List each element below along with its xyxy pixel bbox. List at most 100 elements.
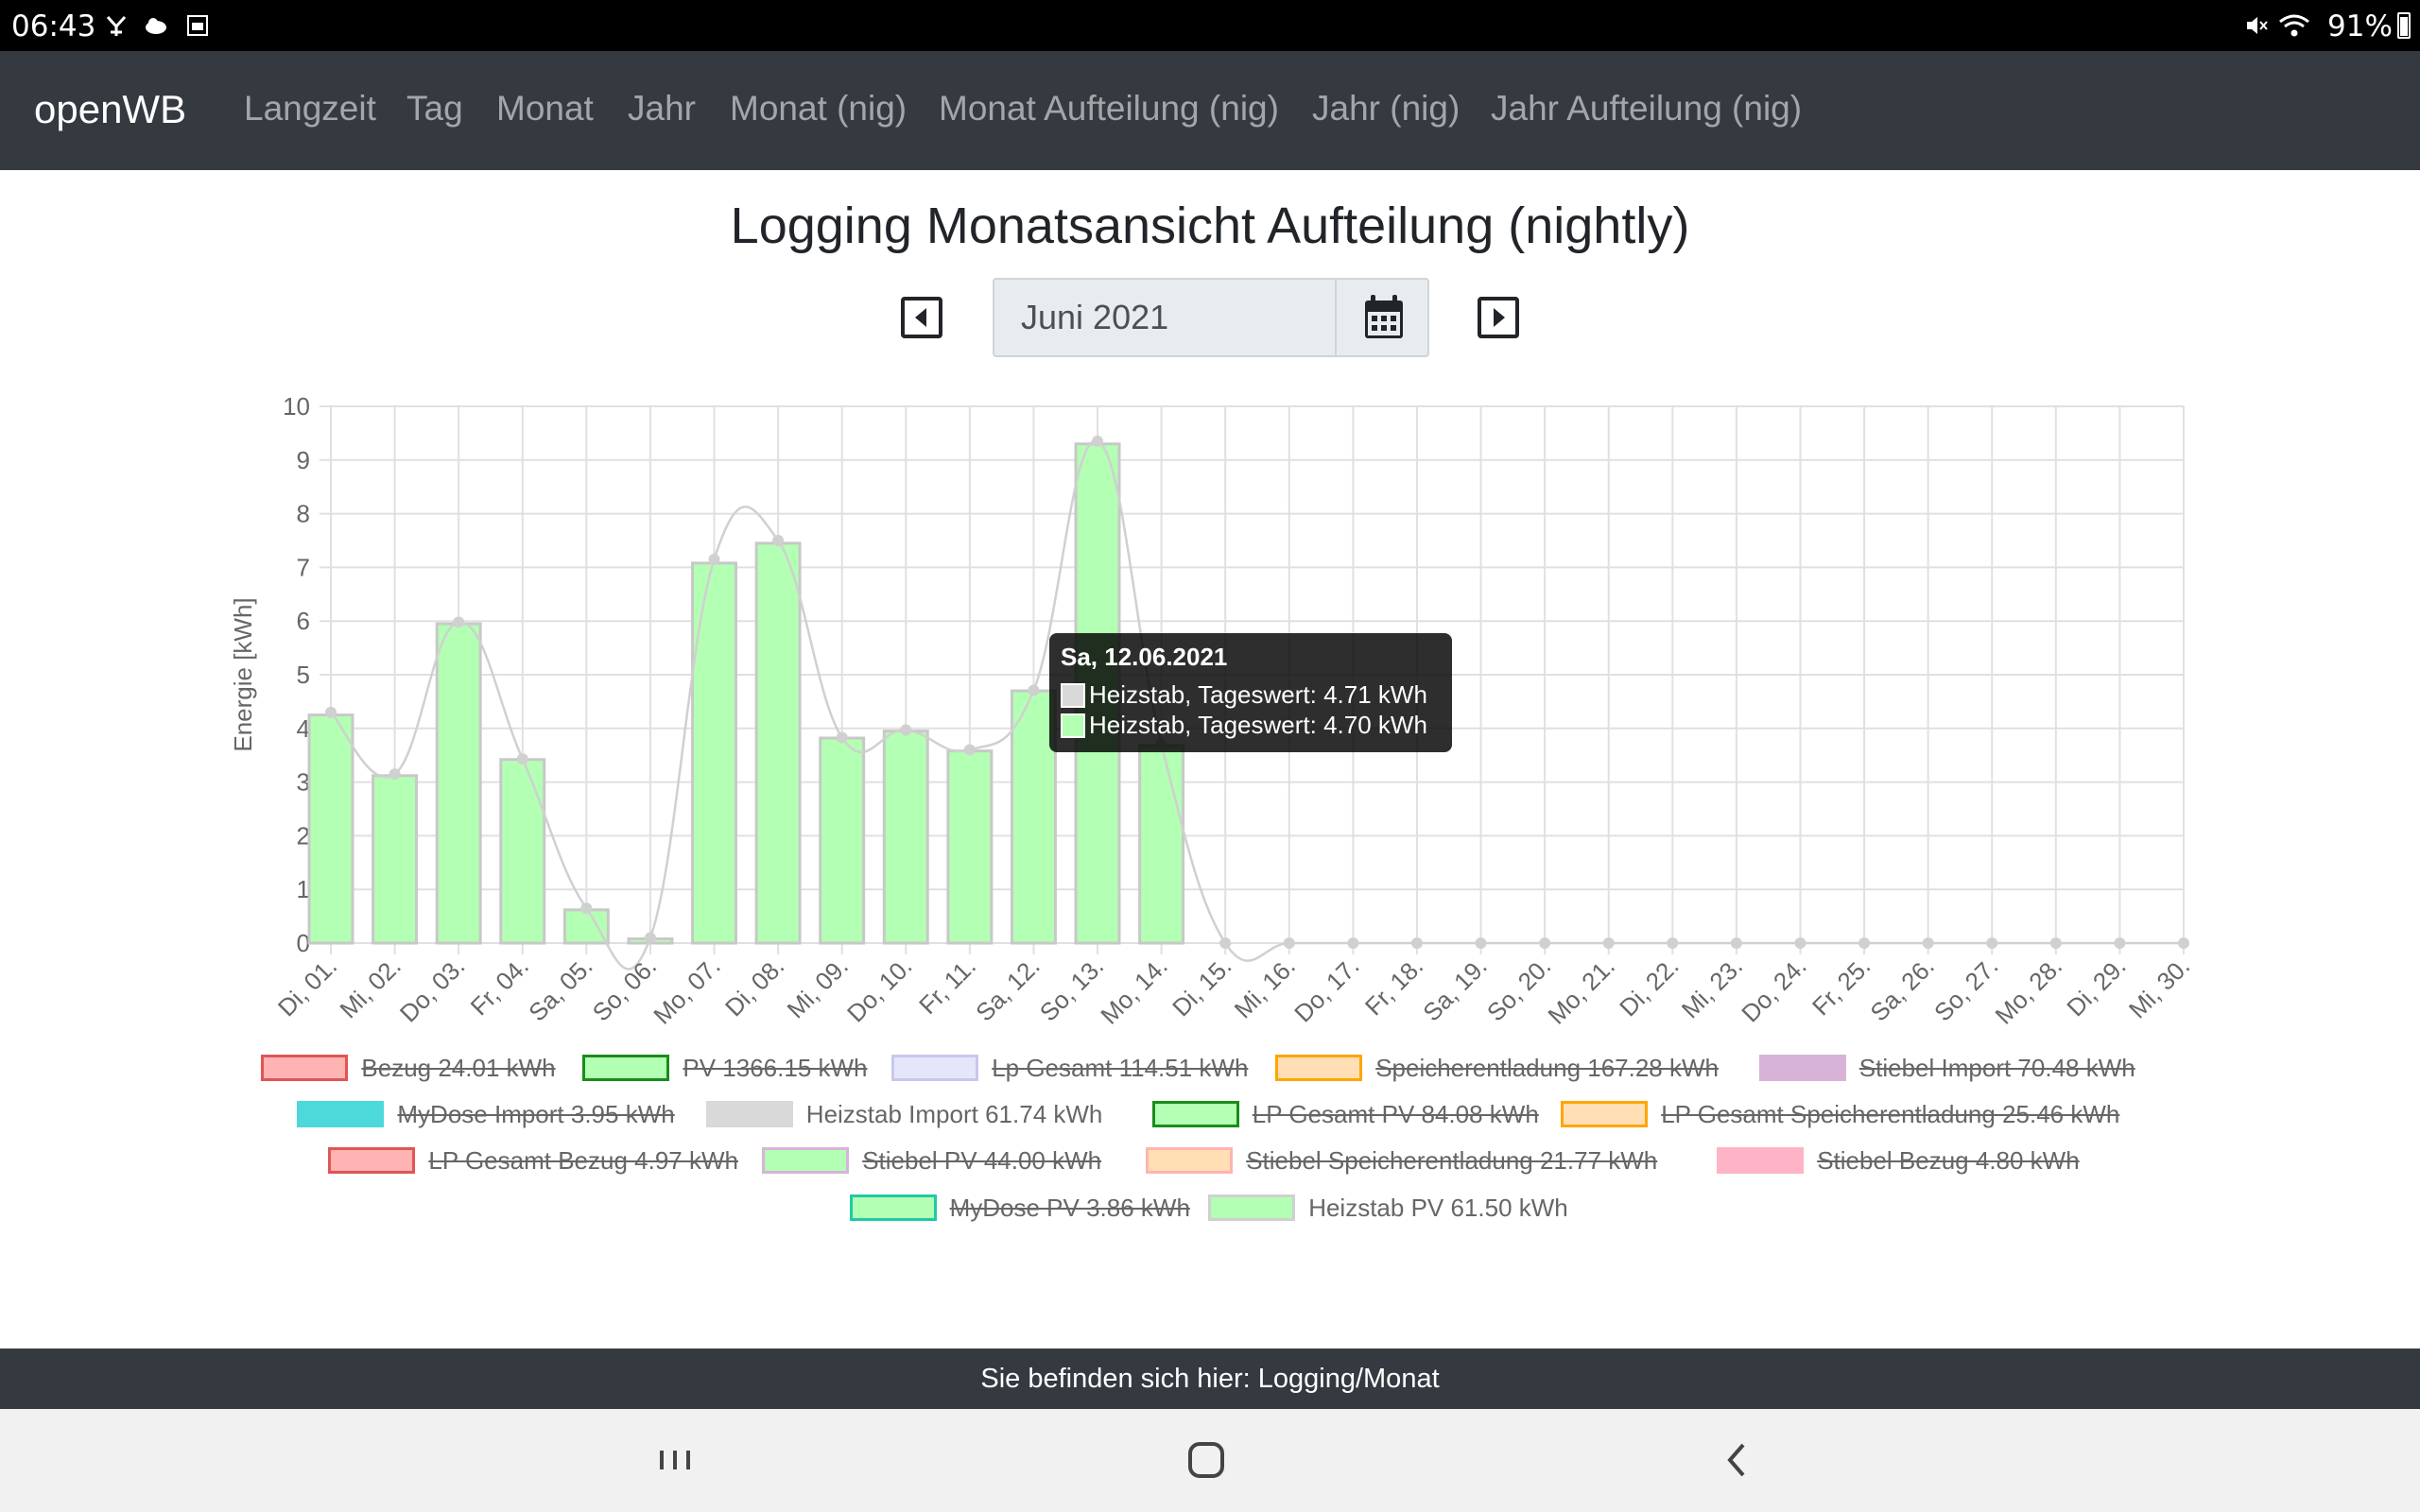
bar-heizstab-pv <box>691 561 737 945</box>
x-tick-label: So, 13. <box>1034 952 1109 1026</box>
line-point <box>1730 937 1742 949</box>
legend-swatch <box>849 1194 937 1221</box>
x-tick-label: Mo, 07. <box>648 952 726 1030</box>
bar-heizstab-pv <box>1138 744 1185 945</box>
line-point <box>1922 937 1934 949</box>
x-tick-label: Di, 01. <box>272 952 342 1022</box>
legend-label: Lp Gesamt 114.51 kWh <box>992 1054 1249 1082</box>
line-point <box>836 731 848 744</box>
bar-heizstab-pv <box>307 713 354 945</box>
tooltip-row-text: Heizstab, Tageswert: 4.70 kWh <box>1089 711 1427 739</box>
x-tick-label: Do, 17. <box>1288 952 1364 1027</box>
nav-link-monat[interactable]: Monat <box>496 89 594 128</box>
system-status-bar: 06:43 91% <box>0 0 2420 51</box>
battery-percent: 91% <box>2327 9 2393 43</box>
nav-link-monat-nig[interactable]: Monat (nig) <box>730 89 908 128</box>
x-tick-label: So, 06. <box>587 952 662 1026</box>
footer-breadcrumb: Sie befinden sich hier: Logging/Monat <box>0 1349 2420 1409</box>
x-tick-label: Fr, 18. <box>1359 952 1428 1021</box>
x-tick-label: Mo, 14. <box>1095 952 1173 1030</box>
clock-time: 06:43 <box>11 9 96 43</box>
bar-heizstab-pv <box>946 749 994 945</box>
x-tick-label: Sa, 19. <box>1417 952 1492 1026</box>
legend-swatch <box>1758 1055 1846 1081</box>
line-point <box>1475 937 1487 949</box>
nav-link-tag[interactable]: Tag <box>406 89 463 128</box>
battery-icon <box>2397 12 2411 39</box>
home-icon[interactable] <box>1187 1434 1225 1486</box>
x-tick-label: Mi, 02. <box>334 952 406 1023</box>
x-tick-label: Mo, 28. <box>1990 952 2068 1030</box>
legend-label: PV 1366.15 kWh <box>683 1054 868 1082</box>
x-tick-label: Fr, 11. <box>913 952 981 1020</box>
legend-swatch <box>1717 1147 1805 1174</box>
x-tick-label: Do, 03. <box>394 952 470 1027</box>
x-tick-label: Di, 29. <box>2061 952 2131 1022</box>
line-point <box>963 744 976 756</box>
nav-link-jahr-nig[interactable]: Jahr (nig) <box>1312 89 1461 128</box>
wifi-icon <box>2279 14 2309 37</box>
line-point <box>2178 937 2189 949</box>
line-point <box>708 553 720 565</box>
prev-month-button[interactable] <box>901 297 942 338</box>
line-point <box>2049 937 2062 949</box>
x-tick-label: Fr, 25. <box>1806 952 1876 1021</box>
legend-swatch <box>705 1101 793 1127</box>
tooltip-title: Sa, 12.06.2021 <box>1061 643 1228 671</box>
line-point <box>325 706 337 718</box>
month-input[interactable]: Juni 2021 <box>993 278 1335 357</box>
y-tick-label: 10 <box>283 392 310 421</box>
recent-apps-icon[interactable] <box>656 1434 694 1486</box>
next-month-button[interactable] <box>1478 297 1519 338</box>
legend-swatch <box>582 1055 670 1081</box>
x-tick-label: Mi, 30. <box>2123 952 2195 1023</box>
nav-link-langzeit[interactable]: Langzeit <box>244 89 376 128</box>
x-tick-label: So, 27. <box>1928 952 2003 1026</box>
calendar-icon <box>1365 295 1403 338</box>
line-point <box>1667 937 1679 949</box>
legend-label: Bezug 24.01 kWh <box>361 1054 556 1082</box>
legend-swatch <box>762 1147 850 1174</box>
x-tick-label: Di, 08. <box>719 952 789 1022</box>
legend-label: MyDose PV 3.86 kWh <box>949 1194 1190 1222</box>
legend-swatch <box>1208 1194 1296 1221</box>
line-point <box>453 616 465 628</box>
nav-link-monat-aufteilung-nig[interactable]: Monat Aufteilung (nig) <box>939 89 1279 128</box>
brand-logo[interactable]: openWB <box>34 87 187 131</box>
line-point <box>1410 937 1423 949</box>
legend-label: Heizstab PV 61.50 kWh <box>1308 1194 1568 1222</box>
chart-tooltip: Sa, 12.06.2021 Heizstab, Tageswert: 4.71… <box>1049 633 1452 752</box>
nav-link-jahr-aufteilung-nig[interactable]: Jahr Aufteilung (nig) <box>1491 89 1803 128</box>
notification-icon <box>106 15 127 36</box>
y-tick-label: 6 <box>297 607 310 635</box>
y-tick-label: 5 <box>297 661 310 689</box>
line-point <box>516 753 528 765</box>
x-tick-label: Sa, 05. <box>523 952 597 1026</box>
legend-label: Heizstab Import 61.74 kWh <box>805 1100 1103 1128</box>
legend-label: LP Gesamt Speicherentladung 25.46 kWh <box>1661 1100 2120 1128</box>
x-tick-label: Do, 10. <box>841 952 917 1027</box>
legend-label: Stiebel Speicherentladung 21.77 kWh <box>1246 1146 1658 1175</box>
back-icon[interactable] <box>1719 1434 1756 1486</box>
bar-heizstab-pv <box>819 736 866 945</box>
legend-swatch <box>1275 1055 1363 1081</box>
y-tick-label: 1 <box>297 875 310 903</box>
line-point <box>1283 937 1295 949</box>
nav-link-jahr[interactable]: Jahr <box>628 89 696 128</box>
x-tick-label: Mo, 21. <box>1542 952 1620 1030</box>
x-tick-label: Di, 22. <box>1614 952 1684 1022</box>
line-point <box>1347 937 1359 949</box>
bar-heizstab-pv <box>754 541 802 945</box>
line-point <box>772 535 785 546</box>
bar-heizstab-pv <box>562 908 610 945</box>
bar-heizstab-pv <box>435 622 482 945</box>
calendar-button[interactable] <box>1335 278 1429 357</box>
line-point <box>389 768 401 781</box>
legend-swatch <box>1151 1101 1239 1127</box>
bar-heizstab-pv <box>372 774 419 945</box>
legend-swatch <box>328 1147 416 1174</box>
mute-icon <box>2247 17 2268 34</box>
legend-label: Stiebel Bezug 4.80 kWh <box>1817 1146 2080 1175</box>
legend-label: LP Gesamt Bezug 4.97 kWh <box>428 1146 738 1175</box>
legend-swatch <box>261 1055 349 1081</box>
